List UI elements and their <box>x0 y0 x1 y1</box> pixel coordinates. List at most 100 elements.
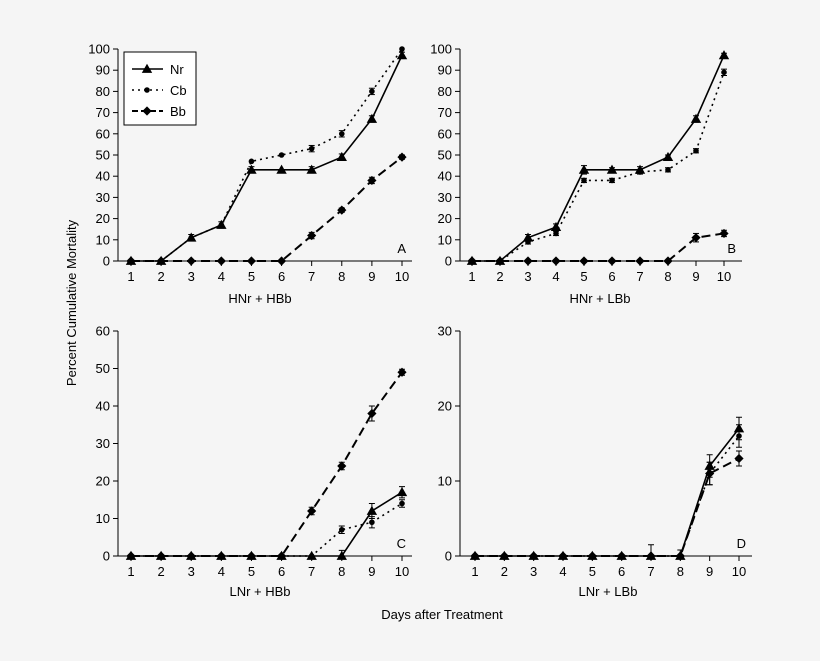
y-tick-label: 60 <box>96 126 110 141</box>
data-point <box>665 167 671 173</box>
x-tick-label: 8 <box>338 564 345 579</box>
data-point <box>734 453 744 464</box>
y-tick-label: 80 <box>438 84 452 99</box>
data-point <box>338 526 345 533</box>
data-point <box>495 256 505 266</box>
data-point <box>216 551 226 561</box>
data-point <box>617 551 627 561</box>
data-point <box>607 256 617 266</box>
x-tick-label: 5 <box>248 269 255 284</box>
y-tick-label: 100 <box>88 42 110 57</box>
x-tick-label: 10 <box>732 564 746 579</box>
y-tick-label: 30 <box>438 324 452 339</box>
y-tick-label: 30 <box>96 190 110 205</box>
data-point <box>578 164 590 174</box>
data-point <box>663 256 673 266</box>
x-tick-label: 10 <box>395 564 409 579</box>
y-tick-label: 60 <box>438 126 452 141</box>
y-tick-label: 10 <box>438 232 452 247</box>
x-tick-label: 9 <box>368 564 375 579</box>
data-point <box>367 408 377 419</box>
y-tick-label: 30 <box>96 436 110 451</box>
y-tick-label: 70 <box>96 105 110 120</box>
x-tick-label: 7 <box>308 564 315 579</box>
legend: Nr Cb Bb <box>123 51 197 126</box>
data-point <box>470 551 480 561</box>
legend-label-bb: Bb <box>170 104 186 119</box>
y-tick-label: 40 <box>438 169 452 184</box>
y-tick-label: 60 <box>96 324 110 339</box>
x-tick-label: 7 <box>636 269 643 284</box>
data-point <box>396 487 408 497</box>
panel-letter: A <box>397 241 406 256</box>
data-point <box>336 550 347 560</box>
x-tick-label: 6 <box>608 269 615 284</box>
series-bb <box>126 367 407 561</box>
data-point <box>308 145 315 152</box>
data-point <box>188 234 195 241</box>
series-line <box>131 371 403 557</box>
legend-marker-bb <box>142 106 152 116</box>
x-tick-label: 4 <box>218 269 225 284</box>
x-tick-label: 9 <box>368 269 375 284</box>
series-line <box>472 232 725 262</box>
x-tick-label: 4 <box>559 564 566 579</box>
data-point <box>609 177 615 184</box>
data-point <box>276 256 287 266</box>
data-point <box>397 152 407 162</box>
y-tick-label: 40 <box>96 169 110 184</box>
data-point <box>606 164 618 174</box>
legend-marker-nr <box>141 63 153 73</box>
x-tick-label: 5 <box>248 564 255 579</box>
data-point <box>691 233 701 243</box>
x-tick-label: 10 <box>717 269 731 284</box>
data-point <box>558 551 568 561</box>
x-tick-label: 8 <box>664 269 671 284</box>
x-tick-label: 5 <box>580 269 587 284</box>
panel-a: 0 10 20 30 40 50 60 70 80 90 100 1 2 3 4 5 6 7 8 9 10 HNr + H… <box>88 42 412 306</box>
y-tick-label: 10 <box>96 232 110 247</box>
x-tick-label: 9 <box>692 269 699 284</box>
data-point <box>216 256 226 266</box>
panel-letter: C <box>397 536 406 551</box>
x-tick-label: 1 <box>471 564 478 579</box>
data-point <box>581 177 587 184</box>
y-tick-label: 50 <box>438 148 452 163</box>
data-point <box>736 433 742 439</box>
series-line <box>475 457 740 557</box>
x-tick-label: 4 <box>552 269 559 284</box>
y-tick-label: 90 <box>438 63 452 78</box>
legend-label-cb: Cb <box>170 83 187 98</box>
x-tick-label: 2 <box>157 269 164 284</box>
series-line <box>472 72 725 262</box>
data-point <box>186 551 196 561</box>
panel-xlabel: LNr + HBb <box>229 584 290 599</box>
series-bb <box>467 228 729 266</box>
x-tick-label: 2 <box>157 564 164 579</box>
y-tick-label: 40 <box>96 399 110 414</box>
figure-ylabel: Percent Cumulative Mortality <box>64 219 79 386</box>
x-tick-label: 3 <box>524 269 531 284</box>
data-point <box>646 551 656 561</box>
data-point <box>307 506 317 516</box>
y-tick-label: 20 <box>438 399 452 414</box>
data-point <box>366 113 378 123</box>
data-point <box>675 551 685 561</box>
x-tick-label: 6 <box>618 564 625 579</box>
data-point <box>218 222 225 228</box>
data-point <box>126 551 136 561</box>
y-tick-label: 30 <box>438 190 452 205</box>
data-point <box>336 151 347 162</box>
y-tick-label: 20 <box>96 474 110 489</box>
data-point <box>367 175 377 186</box>
panel-xlabel: HNr + LBb <box>569 291 630 306</box>
x-tick-label: 1 <box>127 269 134 284</box>
legend-box <box>123 51 197 126</box>
data-point <box>278 152 285 158</box>
figure-xlabel: Days after Treatment <box>381 607 503 622</box>
data-point <box>718 50 730 60</box>
data-point <box>705 468 715 479</box>
data-point <box>246 551 257 561</box>
